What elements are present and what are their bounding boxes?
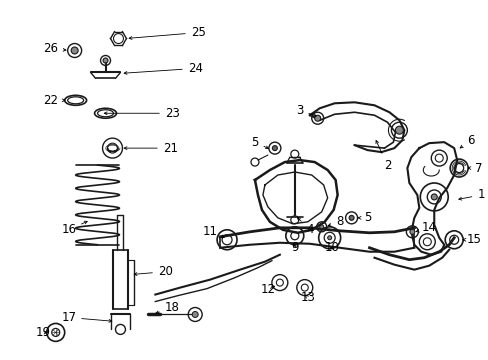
Text: 5: 5 <box>251 136 268 149</box>
Text: 9: 9 <box>290 241 298 254</box>
Text: 25: 25 <box>129 26 205 39</box>
Text: 17: 17 <box>61 311 112 324</box>
Circle shape <box>395 126 403 134</box>
Circle shape <box>272 146 277 150</box>
Text: 4: 4 <box>297 217 313 236</box>
Text: 15: 15 <box>462 233 481 246</box>
Text: 3: 3 <box>296 104 316 117</box>
Text: 10: 10 <box>324 241 338 254</box>
Text: 13: 13 <box>300 291 315 304</box>
Circle shape <box>327 236 331 240</box>
Text: 19: 19 <box>35 326 50 339</box>
Text: 24: 24 <box>124 62 203 75</box>
Text: 1: 1 <box>458 188 484 202</box>
Circle shape <box>319 225 323 229</box>
Text: 8: 8 <box>327 215 343 228</box>
Text: 21: 21 <box>124 141 178 155</box>
Text: 7: 7 <box>467 162 482 175</box>
Text: 14: 14 <box>415 221 436 234</box>
Circle shape <box>314 115 320 121</box>
Text: 18: 18 <box>156 301 180 314</box>
Circle shape <box>71 47 78 54</box>
Text: 26: 26 <box>43 42 66 55</box>
Text: 20: 20 <box>134 265 172 278</box>
Circle shape <box>430 194 436 200</box>
Text: 22: 22 <box>43 94 65 107</box>
Text: 6: 6 <box>459 134 474 148</box>
Circle shape <box>103 58 108 63</box>
Text: 5: 5 <box>357 211 370 224</box>
Circle shape <box>409 229 414 234</box>
Text: 2: 2 <box>375 140 390 172</box>
Text: 23: 23 <box>104 107 180 120</box>
Circle shape <box>348 215 353 220</box>
Text: 16: 16 <box>61 221 87 236</box>
Circle shape <box>192 311 198 318</box>
Text: 11: 11 <box>202 225 224 238</box>
Text: 12: 12 <box>260 283 275 296</box>
